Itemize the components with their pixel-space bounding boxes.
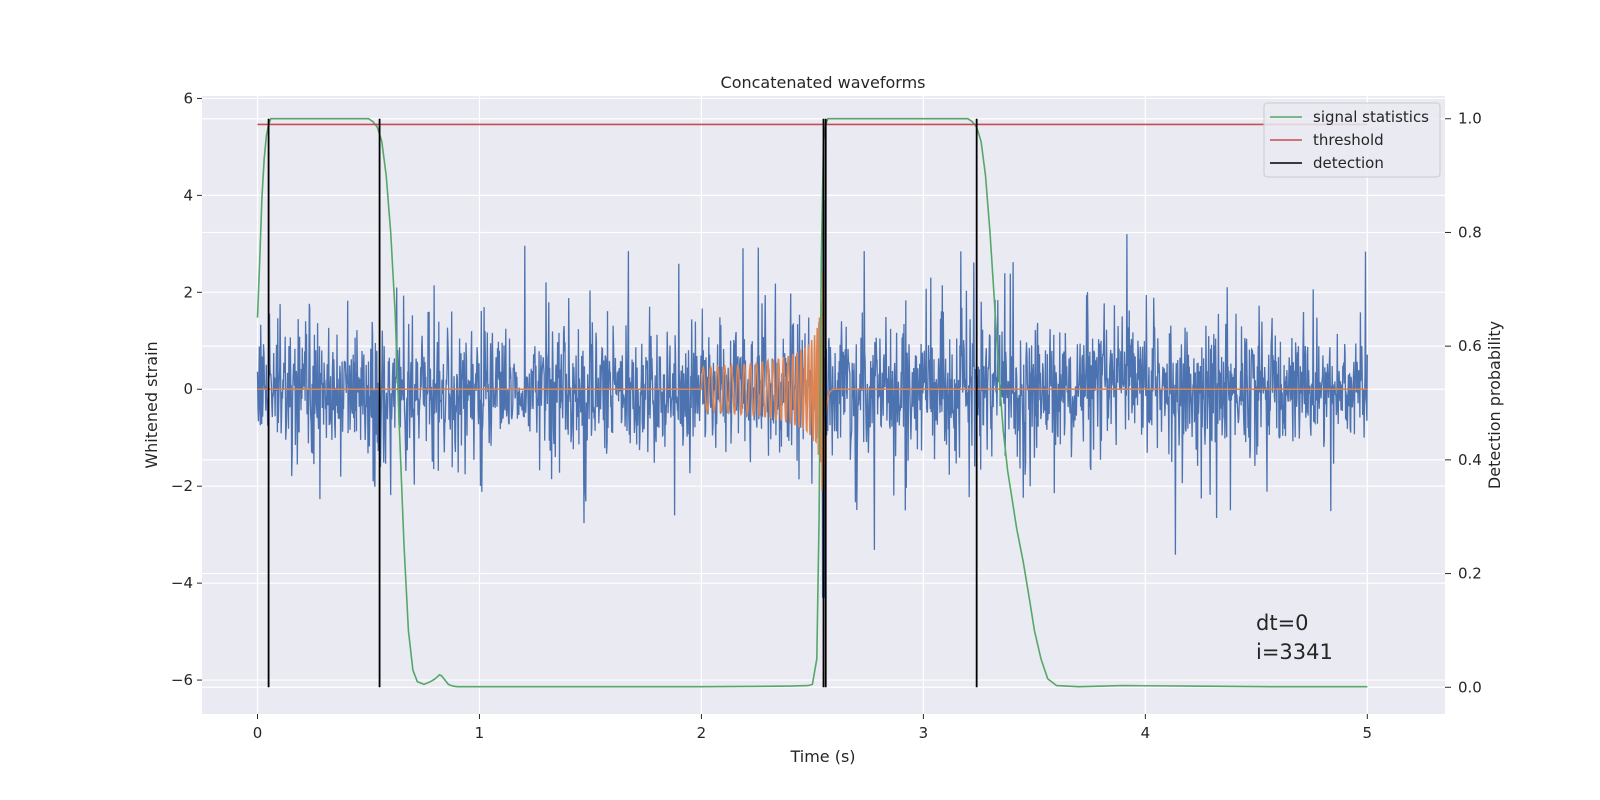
x-tick-label: 3 [919,724,929,742]
x-tick-label: 0 [253,724,263,742]
y-left-tick-label: 6 [183,89,193,107]
y-right-tick-label: 0.6 [1458,337,1482,355]
y-left-tick-label: 2 [183,283,193,301]
y-left-tick-label: 0 [183,380,193,398]
y-right-tick-label: 0.4 [1458,451,1482,469]
annotation-index: i=3341 [1256,640,1333,664]
y-axis-right-label: Detection probability [1485,321,1504,489]
y-right-tick-label: 1.0 [1458,110,1482,128]
legend-label-threshold: threshold [1313,131,1384,149]
chirp-series [257,269,1368,491]
y-right-tick-label: 0.8 [1458,223,1482,241]
legend-box [1263,102,1441,178]
plot-content [256,117,1368,688]
y-left-tick-label: 4 [183,186,193,204]
signal-statistics-line [256,117,1368,688]
legend-label-detection: detection [1313,154,1384,172]
annotation-dt: dt=0 [1256,611,1309,635]
x-tick-label: 5 [1363,724,1373,742]
x-tick-label: 4 [1141,724,1151,742]
y-right-tick-label: 0.2 [1458,565,1482,583]
y-axis-right-ticks: 0.0 0.2 0.4 0.6 0.8 1.0 [1445,110,1482,696]
legend-label-signal-statistics: signal statistics [1313,108,1429,126]
x-axis-label: Time (s) [789,747,855,766]
y-left-tick-label: −6 [171,671,193,689]
y-left-tick-label: −4 [171,574,193,592]
x-tick-label: 1 [475,724,485,742]
y-left-tick-label: −2 [171,477,193,495]
chirp-line [257,269,1368,491]
x-axis-ticks: 0 1 2 3 4 5 [253,714,1372,742]
signal-statistics-series [256,117,1368,688]
y-axis-left-ticks: −6 −4 −2 0 2 4 6 [171,89,202,689]
y-right-tick-label: 0.0 [1458,678,1482,696]
y-axis-left-label: Whitened strain [142,341,161,468]
legend: signal statistics threshold detection [1263,102,1441,178]
x-tick-label: 2 [697,724,707,742]
chart-title: Concatenated waveforms [721,73,926,92]
